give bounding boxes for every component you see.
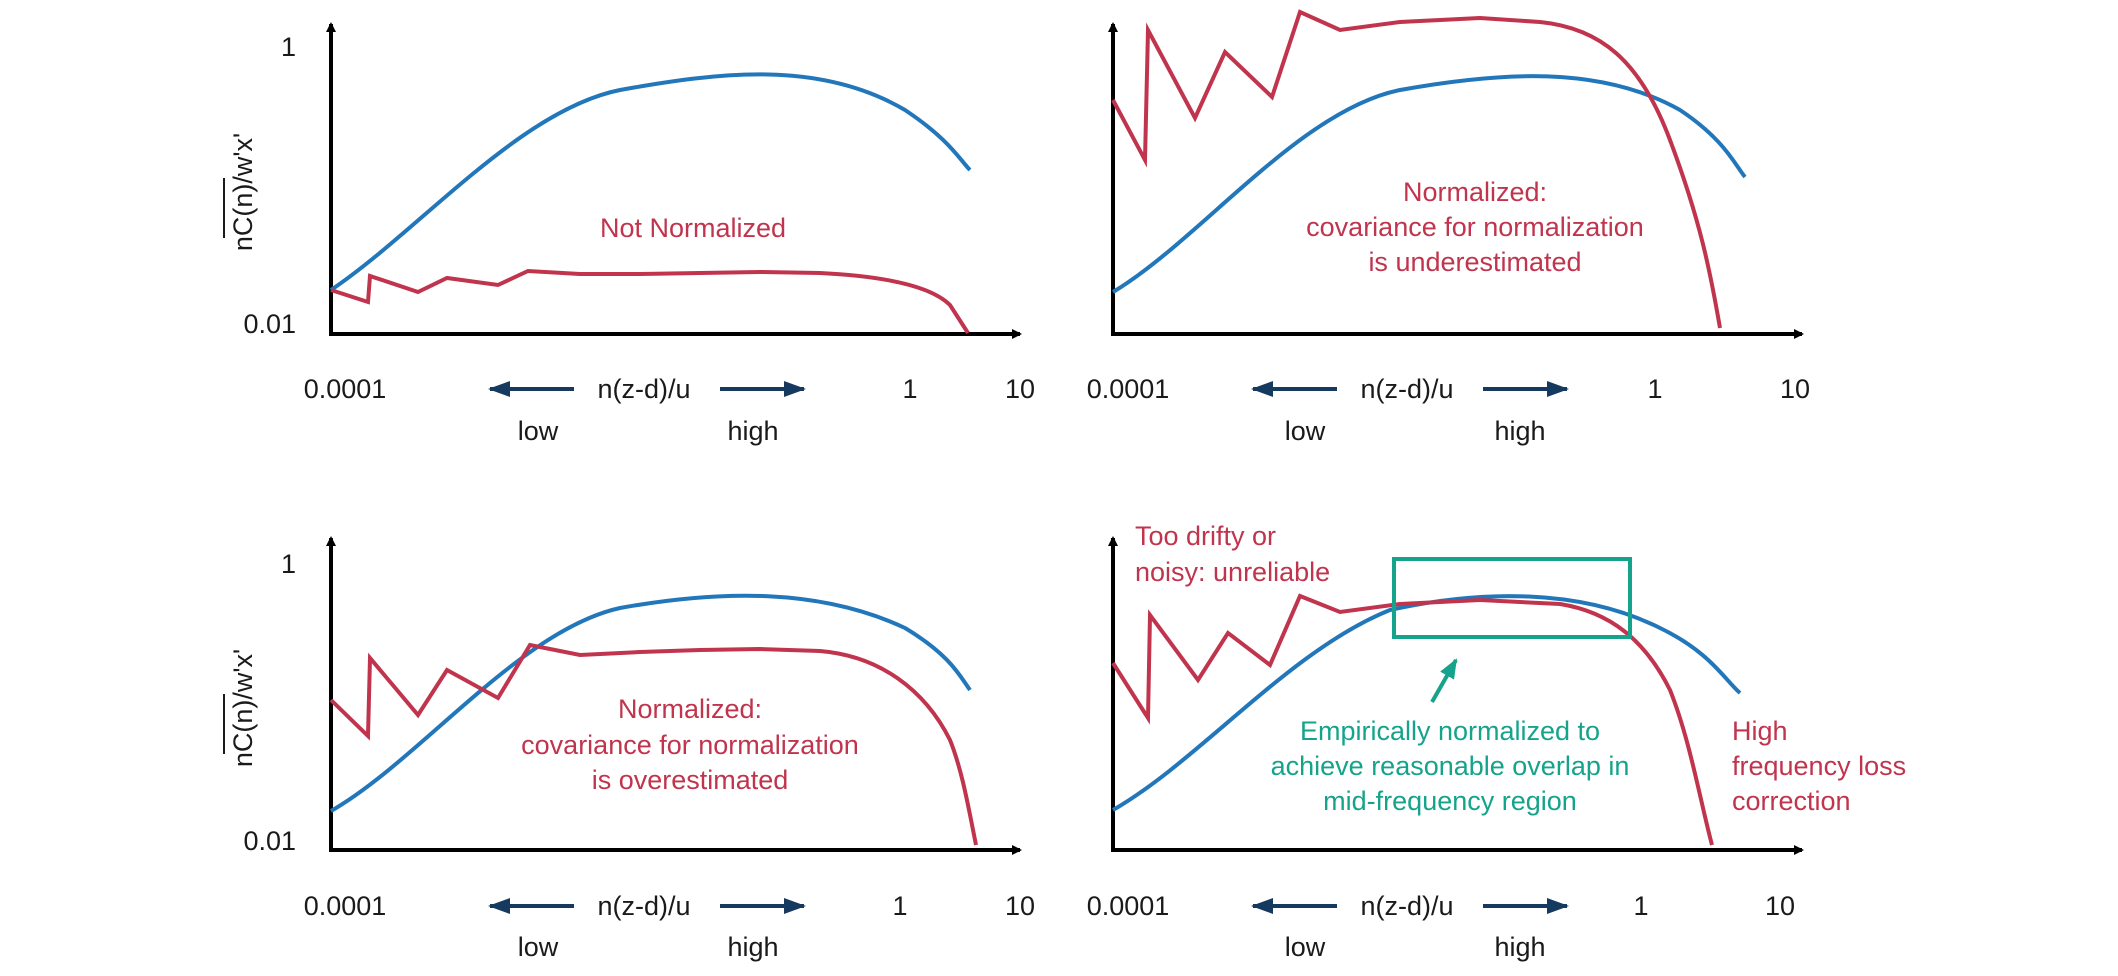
x-tick-1: 1 — [892, 891, 907, 921]
blue-curve — [329, 72, 972, 292]
low-label: low — [1285, 416, 1326, 446]
annotation-empirical-2: achieve reasonable overlap in — [1271, 751, 1630, 781]
annotation-unreliable-1: Too drifty or — [1135, 521, 1276, 551]
y-axis-label: nC(n)/w'x' — [228, 649, 258, 767]
low-label: low — [1285, 932, 1326, 962]
teal-pointer-arrow — [1430, 658, 1458, 703]
mid-frequency-box — [1392, 557, 1632, 639]
annotation-high-freq-1: High — [1732, 716, 1788, 746]
red-curve — [330, 268, 970, 335]
x-axis-label: n(z-d)/u — [597, 374, 690, 404]
x-axis-label: n(z-d)/u — [597, 891, 690, 921]
y-tick-top: 1 — [281, 549, 296, 579]
x-tick-1: 1 — [1633, 891, 1648, 921]
annotation-high-freq-2: frequency loss — [1732, 751, 1906, 781]
panel-top-left: 1 0.01 nC(n)/w'x' Not Normalized 0.0001 … — [223, 22, 1035, 446]
y-tick-top: 1 — [281, 32, 296, 62]
annotation-not-normalized: Not Normalized — [600, 213, 786, 243]
x-axis-label: n(z-d)/u — [1360, 891, 1453, 921]
low-label: low — [518, 416, 559, 446]
blue-curve — [1111, 74, 1747, 294]
blue-curve — [330, 593, 972, 813]
red-curve — [329, 642, 978, 846]
high-label: high — [727, 416, 778, 446]
x-tick-10: 10 — [1005, 374, 1035, 404]
x-axis-label: n(z-d)/u — [1360, 374, 1453, 404]
x-tick-0.0001: 0.0001 — [1087, 891, 1170, 921]
annotation-line-1: Normalized: — [618, 694, 762, 724]
y-axis-label: nC(n)/w'x' — [228, 133, 258, 251]
x-tick-10: 10 — [1780, 374, 1810, 404]
annotation-line-1: Normalized: — [1403, 177, 1547, 207]
y-tick-bottom: 0.01 — [243, 826, 296, 856]
red-curve — [1111, 593, 1714, 846]
panel-bottom-left: 1 0.01 nC(n)/w'x' Normalized: covariance… — [223, 536, 1035, 962]
x-tick-1: 1 — [902, 374, 917, 404]
annotation-line-2: covariance for normalization — [1306, 212, 1644, 242]
panel-top-right: Normalized: covariance for normalization… — [1087, 9, 1810, 446]
high-label: high — [1494, 416, 1545, 446]
x-tick-10: 10 — [1005, 891, 1035, 921]
x-tick-0.0001: 0.0001 — [304, 374, 387, 404]
annotation-line-3: is overestimated — [592, 765, 789, 795]
x-tick-10: 10 — [1765, 891, 1795, 921]
annotation-empirical-1: Empirically normalized to — [1300, 716, 1600, 746]
blue-curve — [1112, 594, 1742, 812]
red-curve — [1111, 9, 1722, 329]
high-label: high — [727, 932, 778, 962]
x-tick-1: 1 — [1647, 374, 1662, 404]
low-label: low — [518, 932, 559, 962]
high-label: high — [1494, 932, 1545, 962]
annotation-high-freq-3: correction — [1732, 786, 1851, 816]
annotation-line-3: is underestimated — [1368, 247, 1581, 277]
annotation-empirical-3: mid-frequency region — [1323, 786, 1577, 816]
x-tick-0.0001: 0.0001 — [1087, 374, 1170, 404]
panel-bottom-right: Too drifty or noisy: unreliable Empirica… — [1087, 521, 1906, 962]
x-tick-0.0001: 0.0001 — [304, 891, 387, 921]
annotation-unreliable-2: noisy: unreliable — [1135, 557, 1330, 587]
annotation-line-2: covariance for normalization — [521, 730, 859, 760]
y-tick-bottom: 0.01 — [243, 309, 296, 339]
